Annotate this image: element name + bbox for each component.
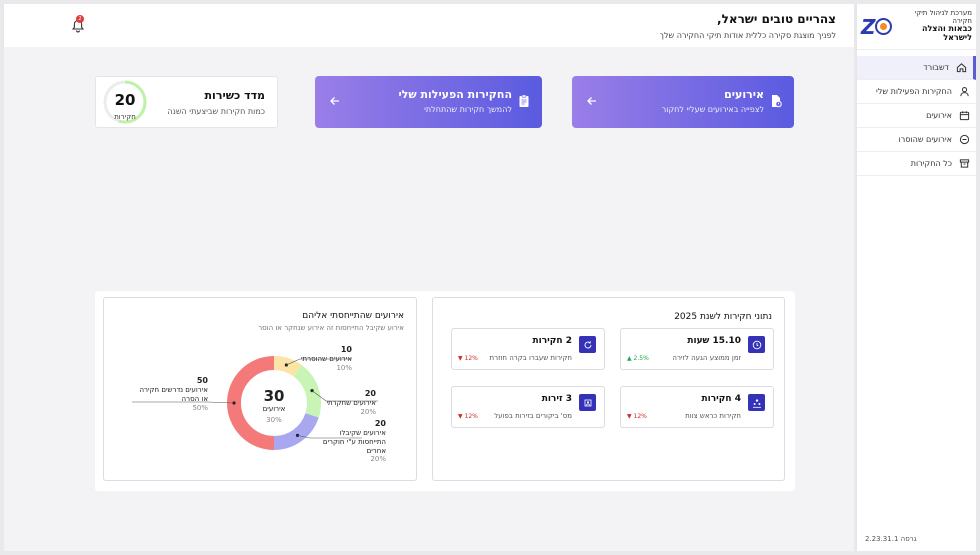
sidebar-item-label: החקירות הפעילות שלי xyxy=(876,87,952,96)
clipboard-icon xyxy=(519,94,529,107)
stat-desc: מס' ביקורים בזירות בפועל xyxy=(494,412,572,420)
events-card-title: אירועים xyxy=(724,88,764,101)
donut-center-label: אירועים xyxy=(262,405,286,413)
refresh-icon xyxy=(579,336,596,353)
user-icon xyxy=(958,86,970,98)
sidebar-item-label: אירועים שהוסרו xyxy=(898,135,952,144)
sidebar-nav: דשבורד החקירות הפעילות שלי אירועים אירוע… xyxy=(857,56,976,176)
greeting-subtitle: לפניך מוצגת סקירה כללית אודות תיקי החקיר… xyxy=(659,31,836,40)
stat-card-team-lead: 4 חקירות חקירות כראש צוות 12% ▼ xyxy=(620,386,774,428)
stat-desc: חקירות שעברו בקרה חוזרת xyxy=(489,354,572,362)
stat-value: 2 חקירות xyxy=(532,336,572,346)
stat-card-reviewed: 2 חקירות חקירות שעברו בקרה חוזרת 12% ▼ xyxy=(451,328,605,370)
stat-card-avg-time: 15.10 שעות זמן ממוצע הגעה לזירה 2.5% ▲ xyxy=(620,328,774,370)
fitness-unit: חקירות xyxy=(114,113,136,121)
sidebar-item-events[interactable]: אירועים xyxy=(857,104,976,128)
stat-value: 15.10 שעות xyxy=(687,336,741,346)
fitness-progress-ring xyxy=(103,80,147,124)
stats-box: נתוני חקירות לשנת 2025 15.10 שעות זמן ממ… xyxy=(432,297,785,481)
leader-line xyxy=(132,401,235,404)
sidebar-item-label: אירועים xyxy=(926,111,952,120)
sidebar-item-label: כל החקירות xyxy=(910,159,952,168)
events-donut-chart xyxy=(132,356,378,450)
legend-removed: 10 אירועים שהוסרתי 10% xyxy=(300,345,352,372)
archive-icon xyxy=(958,158,970,170)
app-logo[interactable]: מערכת לניהול תיקי חקירה כבאות והצלה לישר… xyxy=(857,4,976,50)
minus-circle-icon xyxy=(958,134,970,146)
leader-line xyxy=(311,390,378,402)
leader-line xyxy=(297,435,362,439)
stat-change: 2.5% ▲ xyxy=(627,355,649,362)
legend-needs-action: 50 אירועים נדרשים חקירה או הסרה 50% xyxy=(139,376,208,412)
stat-desc: חקירות כראש צוות xyxy=(685,412,741,420)
notifications-button[interactable]: 2 xyxy=(70,15,85,34)
active-card-subtitle: להמשך חקירות שהתחלתי xyxy=(424,105,512,114)
team-icon xyxy=(748,394,765,411)
sidebar: מערכת לניהול תיקי חקירה כבאות והצלה לישר… xyxy=(856,4,976,551)
fitness-title: מדד כשירות xyxy=(204,89,265,102)
stat-change: 12% ▼ xyxy=(458,355,478,362)
calendar-icon xyxy=(958,110,970,122)
sidebar-item-all-investigations[interactable]: כל החקירות xyxy=(857,152,976,176)
logo-text: מערכת לניהול תיקי חקירה כבאות והצלה לישר… xyxy=(894,9,972,43)
fitness-index-card: מדד כשירות כמות חקירות שביצעתי השנה 20 ח… xyxy=(95,76,278,128)
fitness-value: 20 xyxy=(114,91,136,109)
sidebar-item-dashboard[interactable]: דשבורד xyxy=(857,56,976,80)
leader-line xyxy=(286,358,352,366)
home-icon xyxy=(955,62,967,74)
stat-value: 3 זירות xyxy=(541,394,572,404)
stat-value: 4 חקירות xyxy=(701,394,741,404)
logo-mark: Z xyxy=(861,17,890,37)
donut-center-value: 30 xyxy=(263,387,285,405)
donut-center-pct: 30% xyxy=(266,416,282,424)
donut-slice-investigated xyxy=(293,364,321,418)
chart-title: אירועים שהתייחסתי אליהם xyxy=(302,311,404,321)
arrow-left-icon xyxy=(330,97,339,105)
app-version: גרסה 2.23.31.1 xyxy=(865,535,917,543)
events-card-subtitle: לצפייה באירועים שעליי לחקור xyxy=(661,105,764,114)
stat-desc: זמן ממוצע הגעה לזירה xyxy=(672,354,741,362)
sidebar-item-active-investigations[interactable]: החקירות הפעילות שלי xyxy=(857,80,976,104)
legend-investigated: 20 אירועים שחקרתי 20% xyxy=(326,389,376,416)
scene-icon xyxy=(579,394,596,411)
chart-subtitle: אירוע שקיבל התייחסות זה אירוע שנחקר או ה… xyxy=(258,324,404,332)
stat-card-scenes: 3 זירות מס' ביקורים בזירות בפועל 12% ▼ xyxy=(451,386,605,428)
document-alert-icon xyxy=(772,95,782,108)
sidebar-item-label: דשבורד xyxy=(923,63,949,72)
greeting-title: צהריים טובים ישראל, xyxy=(717,12,836,26)
bottom-panel: נתוני חקירות לשנת 2025 15.10 שעות זמן ממ… xyxy=(95,291,795,491)
arrow-left-icon xyxy=(587,97,596,105)
logo-line1: מערכת לניהול תיקי חקירה xyxy=(914,9,972,25)
events-card[interactable]: אירועים לצפייה באירועים שעליי לחקור xyxy=(572,76,794,128)
clock-icon xyxy=(748,336,765,353)
sidebar-item-removed-events[interactable]: אירועים שהוסרו xyxy=(857,128,976,152)
stat-change: 12% ▼ xyxy=(458,413,478,420)
stats-title: נתוני חקירות לשנת 2025 xyxy=(674,312,772,322)
fitness-subtitle: כמות חקירות שביצעתי השנה xyxy=(167,107,265,116)
leader-dot xyxy=(295,433,300,437)
logo-line2: כבאות והצלה לישראל xyxy=(921,24,972,43)
stat-change: 12% ▼ xyxy=(627,413,647,420)
active-investigations-card[interactable]: החקירות הפעילות שלי להמשך חקירות שהתחלתי xyxy=(315,76,542,128)
active-card-title: החקירות הפעילות שלי xyxy=(398,88,512,101)
events-chart-box: אירועים שהתייחסתי אליהם אירוע שקיבל התיי… xyxy=(103,297,417,481)
top-bar: צהריים טובים ישראל, לפניך מוצגת סקירה כל… xyxy=(4,4,854,47)
dashboard-content: אירועים לצפייה באירועים שעליי לחקור החקי… xyxy=(4,47,854,551)
legend-others: 20 אירועים שקיבלו התייחסות ע"י חוקרים אחר… xyxy=(322,419,386,464)
notification-badge: 2 xyxy=(76,15,84,23)
